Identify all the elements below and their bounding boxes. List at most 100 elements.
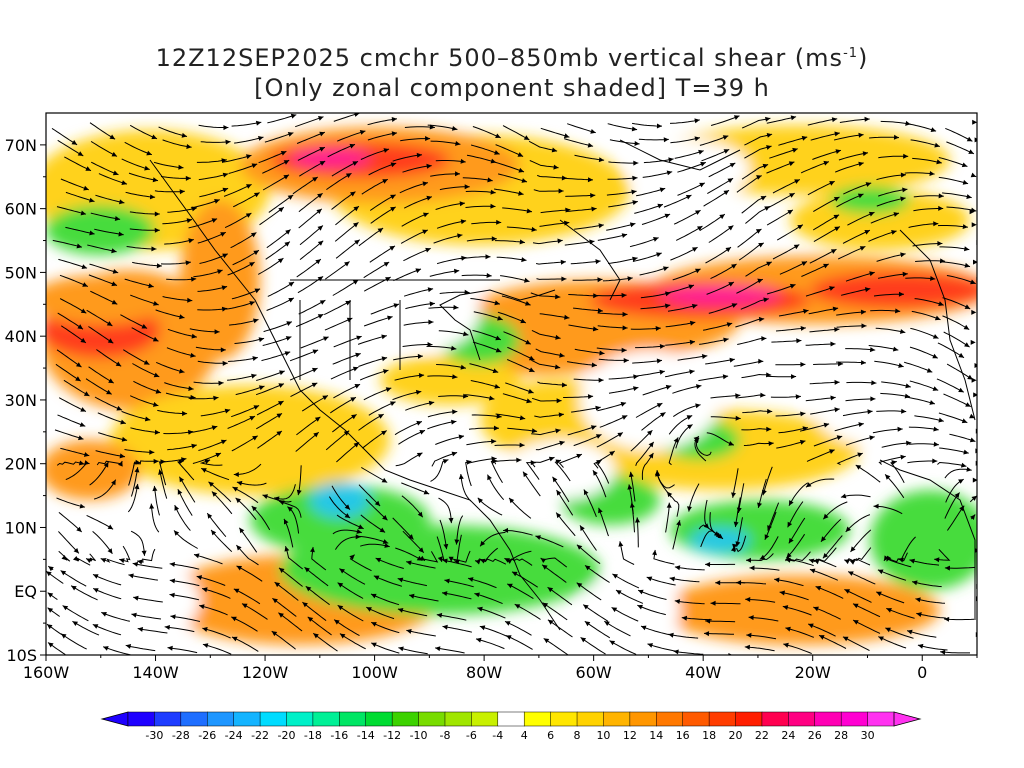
streamline-arrow xyxy=(211,218,218,223)
streamline-arrow xyxy=(202,627,208,632)
streamline-arrow xyxy=(970,279,976,285)
streamline xyxy=(501,295,531,306)
streamline-arrow xyxy=(154,429,160,435)
streamline xyxy=(61,325,87,344)
streamline-arrow xyxy=(349,143,355,149)
streamline xyxy=(65,191,95,202)
streamline-arrow xyxy=(185,175,191,181)
shade-green xyxy=(250,485,430,555)
streamline-arrow xyxy=(961,162,968,168)
lat-tick-label: EQ xyxy=(14,582,37,601)
colorbar-label: 6 xyxy=(547,729,554,742)
streamline-arrow xyxy=(452,409,458,415)
streamline-arrow xyxy=(633,386,639,391)
streamline-arrow xyxy=(555,334,561,340)
streamline-arrow xyxy=(78,435,84,441)
streamline-arrow xyxy=(657,203,663,209)
streamline-arrow xyxy=(272,598,278,604)
streamline-arrow xyxy=(972,477,977,483)
streamline xyxy=(870,309,901,312)
streamline-arrow xyxy=(633,160,639,166)
streamline-arrow xyxy=(258,136,264,141)
streamline xyxy=(741,195,767,214)
streamline-arrow xyxy=(864,116,870,122)
streamline-arrow xyxy=(387,315,393,321)
streamline-arrow xyxy=(214,329,220,335)
streamline-arrow xyxy=(155,388,162,394)
streamline-arrow xyxy=(517,152,524,157)
streamline xyxy=(635,370,665,377)
streamline xyxy=(92,531,113,555)
streamline xyxy=(334,536,361,550)
streamline-arrow xyxy=(788,537,794,544)
streamline xyxy=(472,329,502,341)
streamline-arrow xyxy=(673,649,679,655)
streamline-arrow xyxy=(276,413,282,419)
streamline-arrow xyxy=(620,401,627,407)
streamline-arrow xyxy=(81,264,88,269)
streamline xyxy=(453,534,462,563)
streamline-arrow xyxy=(878,636,884,641)
streamline-arrow xyxy=(419,430,425,435)
streamline-arrow xyxy=(885,474,891,480)
streamline-arrow xyxy=(111,281,117,287)
streamline-arrow xyxy=(190,352,196,358)
streamline xyxy=(96,460,123,466)
streamline xyxy=(211,491,233,515)
streamline-arrow xyxy=(932,458,938,464)
streamline-arrow xyxy=(278,612,284,618)
shade-magenta xyxy=(290,149,370,167)
streamline-arrow xyxy=(884,555,889,561)
streamline-arrow xyxy=(204,459,211,464)
streamline-arrow xyxy=(334,619,340,625)
streamline xyxy=(668,437,679,466)
streamline-arrow xyxy=(217,269,223,275)
streamline-arrow xyxy=(973,392,977,398)
streamline-arrow xyxy=(760,196,767,201)
streamline xyxy=(349,554,372,572)
streamline-arrow xyxy=(710,600,716,606)
lat-tick-label: 70N xyxy=(5,136,37,155)
colorbar-swatch xyxy=(814,711,842,727)
streamline-arrow xyxy=(391,117,397,122)
streamline-arrow xyxy=(689,320,696,326)
colorbar-swatch xyxy=(682,711,710,727)
streamline-arrow xyxy=(767,408,773,414)
streamline-arrow xyxy=(80,337,86,343)
streamline xyxy=(597,233,628,241)
streamline-arrow xyxy=(73,548,79,554)
streamline-arrow xyxy=(598,507,603,514)
streamline-arrow xyxy=(460,219,467,225)
streamline xyxy=(435,647,465,654)
streamline-arrow xyxy=(491,236,497,242)
streamline xyxy=(640,625,670,636)
streamline-arrow xyxy=(391,131,397,137)
streamline-arrow xyxy=(415,389,422,395)
streamline xyxy=(805,343,836,346)
streamline xyxy=(401,482,430,495)
streamline-arrow xyxy=(354,113,360,117)
streamline-arrow xyxy=(761,336,767,342)
streamline-arrow xyxy=(975,448,977,454)
streamline xyxy=(744,646,775,652)
streamline xyxy=(876,591,905,604)
streamline-arrow xyxy=(318,116,324,121)
streamline-arrow xyxy=(757,278,763,284)
streamline-arrow xyxy=(383,148,389,153)
streamline-arrow xyxy=(107,524,114,530)
streamline-arrow xyxy=(186,218,192,224)
streamline-arrow xyxy=(178,459,184,465)
streamline-arrow xyxy=(390,162,397,168)
streamline-arrow xyxy=(932,386,939,391)
streamline xyxy=(673,404,701,418)
streamline-arrow xyxy=(349,554,355,560)
streamline xyxy=(297,146,326,161)
streamline-arrow xyxy=(477,606,483,612)
streamline xyxy=(909,346,939,359)
streamline-arrow xyxy=(692,247,698,252)
streamline-arrow xyxy=(782,605,789,610)
streamline-arrow xyxy=(806,482,812,488)
streamline-arrow xyxy=(319,161,326,166)
streamline xyxy=(573,378,604,381)
streamline-arrow xyxy=(877,569,884,575)
